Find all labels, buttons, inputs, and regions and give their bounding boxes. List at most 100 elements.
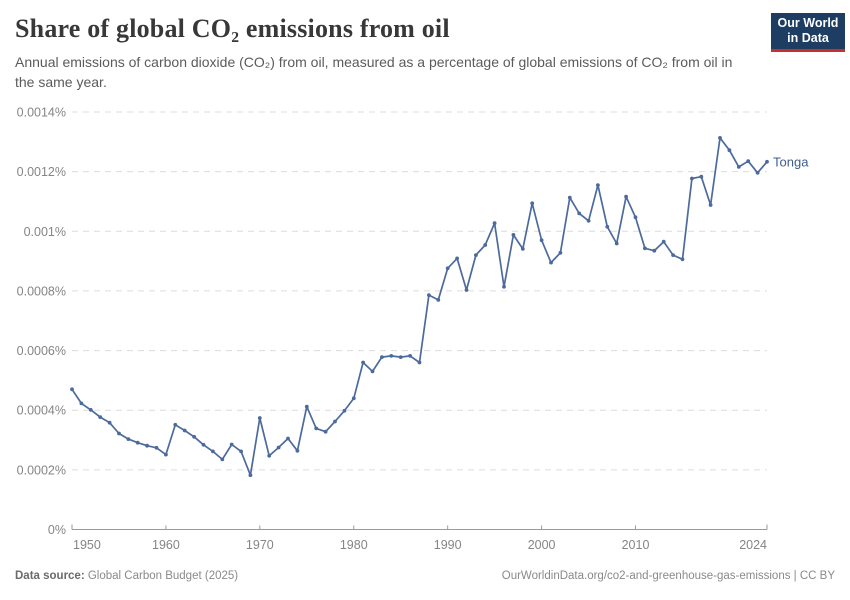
- data-point-marker[interactable]: [408, 354, 412, 358]
- data-point-marker[interactable]: [164, 452, 168, 457]
- y-axis-tick-label: 0%: [48, 523, 66, 537]
- data-point-marker[interactable]: [708, 203, 713, 207]
- data-point-marker[interactable]: [558, 250, 563, 255]
- data-point-marker[interactable]: [445, 266, 450, 271]
- data-point-marker[interactable]: [614, 241, 619, 246]
- data-point-marker[interactable]: [182, 428, 187, 433]
- data-point-marker[interactable]: [380, 355, 384, 359]
- y-axis-tick-label: 0.001%: [24, 225, 66, 239]
- footer-credit[interactable]: OurWorldinData.org/co2-and-greenhouse-ga…: [501, 570, 835, 582]
- data-point-marker[interactable]: [605, 224, 610, 229]
- y-axis-tick-label: 0.0014%: [17, 106, 66, 120]
- data-point-marker[interactable]: [323, 429, 328, 434]
- data-point-marker[interactable]: [211, 449, 215, 454]
- data-point-marker[interactable]: [661, 239, 666, 244]
- owid-logo[interactable]: Our World in Data: [771, 13, 845, 52]
- data-point-marker[interactable]: [117, 431, 121, 436]
- data-point-marker[interactable]: [520, 247, 525, 251]
- data-point-marker[interactable]: [220, 457, 225, 462]
- data-point-marker[interactable]: [736, 165, 741, 169]
- entity-label[interactable]: Tonga: [773, 154, 809, 169]
- data-point-marker[interactable]: [671, 253, 675, 257]
- x-axis-tick-label: 1960: [152, 538, 180, 552]
- data-point-marker[interactable]: [370, 369, 375, 374]
- data-point-marker[interactable]: [398, 355, 403, 359]
- data-point-marker[interactable]: [567, 195, 572, 200]
- y-axis-tick-label: 0.0008%: [17, 284, 66, 298]
- owid-logo-line1: Our World: [777, 16, 839, 30]
- data-point-marker[interactable]: [436, 298, 441, 302]
- data-point-marker[interactable]: [549, 260, 553, 265]
- data-point-marker[interactable]: [680, 257, 685, 262]
- data-point-marker[interactable]: [502, 284, 506, 289]
- x-axis-tick-label: 1990: [434, 538, 462, 552]
- data-point-marker[interactable]: [361, 360, 365, 365]
- data-point-marker[interactable]: [351, 396, 356, 401]
- data-point-marker[interactable]: [267, 453, 272, 458]
- y-axis-tick-label: 0.0012%: [17, 165, 66, 179]
- data-point-marker[interactable]: [135, 440, 140, 445]
- data-point-marker[interactable]: [201, 442, 206, 447]
- data-point-marker[interactable]: [154, 445, 159, 450]
- data-point-marker[interactable]: [765, 159, 769, 164]
- data-point-marker[interactable]: [474, 253, 478, 257]
- chart-title: Share of global CO₂ emissions from oil: [15, 14, 450, 43]
- data-point-marker[interactable]: [98, 415, 103, 419]
- data-point-marker[interactable]: [699, 174, 704, 179]
- data-point-marker[interactable]: [126, 437, 131, 441]
- x-axis-tick-label: 1970: [246, 538, 274, 552]
- data-point-marker[interactable]: [248, 473, 253, 478]
- data-point-marker[interactable]: [633, 215, 638, 220]
- data-point-marker[interactable]: [276, 445, 281, 450]
- data-point-marker[interactable]: [70, 387, 74, 392]
- data-point-marker[interactable]: [257, 416, 262, 420]
- data-point-marker[interactable]: [586, 218, 591, 223]
- data-point-marker[interactable]: [107, 420, 112, 425]
- data-source-value: Global Carbon Budget (2025): [84, 570, 239, 582]
- data-point-marker[interactable]: [173, 422, 178, 427]
- data-point-marker[interactable]: [145, 443, 150, 448]
- data-point-marker[interactable]: [483, 243, 488, 247]
- data-point-marker[interactable]: [389, 354, 394, 358]
- data-point-marker[interactable]: [718, 136, 722, 140]
- data-point-marker[interactable]: [417, 360, 422, 365]
- data-point-marker[interactable]: [727, 148, 732, 153]
- x-axis-tick-label: 1950: [73, 538, 101, 552]
- data-point-marker[interactable]: [314, 426, 319, 431]
- x-axis-tick-label: 2010: [622, 538, 650, 552]
- data-point-marker[interactable]: [511, 233, 516, 237]
- y-axis-tick-label: 0.0004%: [17, 404, 66, 418]
- x-axis-tick-label: 2024: [739, 538, 767, 552]
- x-axis-tick-label: 2000: [528, 538, 556, 552]
- data-point-marker[interactable]: [652, 248, 657, 253]
- data-point-marker[interactable]: [427, 293, 431, 297]
- data-point-marker[interactable]: [755, 170, 760, 175]
- data-point-marker[interactable]: [746, 159, 751, 164]
- data-point-marker[interactable]: [492, 221, 497, 226]
- data-point-marker[interactable]: [229, 442, 234, 447]
- data-point-marker[interactable]: [643, 246, 647, 251]
- owid-logo-line2: in Data: [787, 31, 829, 45]
- data-point-marker[interactable]: [304, 404, 309, 409]
- data-point-marker[interactable]: [88, 408, 93, 412]
- data-point-marker[interactable]: [690, 176, 694, 181]
- data-point-marker[interactable]: [286, 436, 290, 441]
- data-point-marker[interactable]: [596, 183, 600, 188]
- data-point-marker[interactable]: [79, 401, 84, 406]
- data-point-marker[interactable]: [539, 238, 544, 243]
- data-point-marker[interactable]: [464, 288, 469, 292]
- data-point-marker[interactable]: [295, 448, 300, 453]
- data-point-marker[interactable]: [530, 201, 535, 206]
- data-point-marker[interactable]: [455, 256, 459, 261]
- chart-subtitle: Annual emissions of carbon dioxide (CO₂)…: [15, 54, 733, 90]
- data-point-marker[interactable]: [342, 408, 347, 413]
- data-source-label: Data source:: [15, 570, 85, 582]
- x-axis-tick-label: 1980: [340, 538, 368, 552]
- data-point-marker[interactable]: [577, 211, 582, 216]
- data-point-marker[interactable]: [239, 449, 244, 454]
- data-point-marker[interactable]: [333, 419, 337, 424]
- data-point-marker[interactable]: [192, 434, 197, 439]
- data-point-marker[interactable]: [624, 194, 628, 199]
